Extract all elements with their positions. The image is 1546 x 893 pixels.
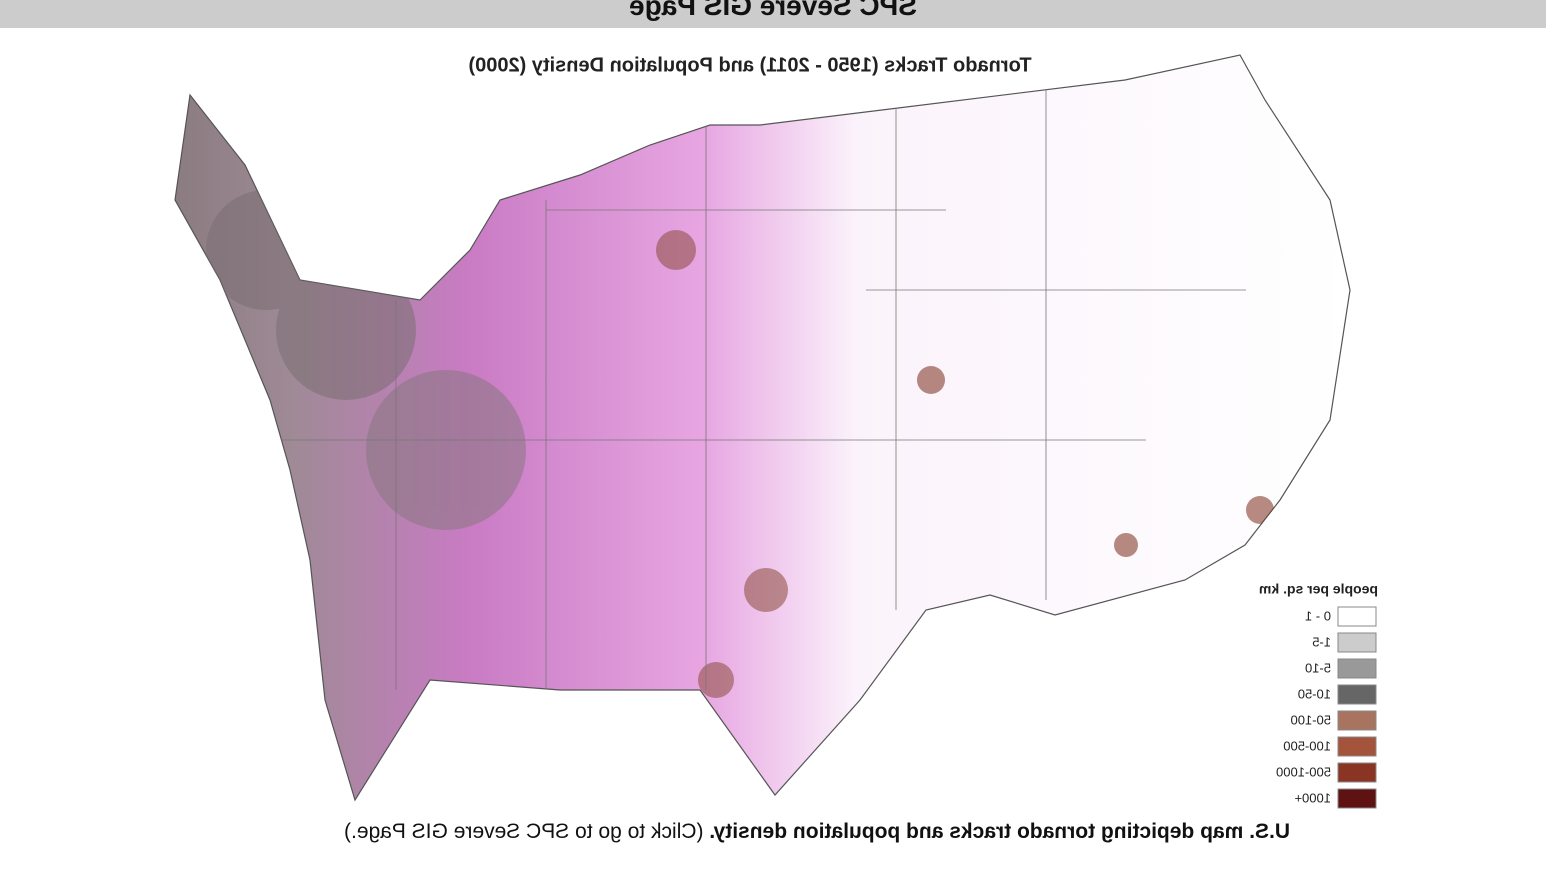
- legend-swatch: [1337, 632, 1377, 653]
- legend-label: 1-5: [1312, 634, 1331, 649]
- legend-title: people per sq. km: [1259, 581, 1378, 597]
- legend-swatch: [1337, 684, 1377, 705]
- caption-link[interactable]: (Click to go to SPC Severe GIS Page.): [344, 820, 704, 843]
- legend: 0 - 1 1-5 5-10 10-50 50-100 100-500 500-1000 10…: [1276, 606, 1377, 809]
- legend-label: 500-1000: [1276, 764, 1331, 779]
- legend-swatch: [1337, 788, 1377, 809]
- legend-label: 50-100: [1291, 712, 1331, 727]
- legend-label: 10-50: [1298, 686, 1331, 701]
- state-borders: [246, 70, 1246, 690]
- legend-swatch: [1337, 658, 1377, 679]
- map-title: Tornado Tracks (1950 - 2011) and Populat…: [468, 54, 1031, 76]
- caption: U.S. map depicting tornado tracks and po…: [344, 820, 1290, 844]
- legend-swatch: [1337, 710, 1377, 731]
- legend-label: 1000+: [1294, 790, 1331, 805]
- legend-label: 0 - 1: [1305, 608, 1331, 623]
- caption-bold: U.S. map depicting tornado tracks and po…: [709, 820, 1290, 843]
- legend-swatch: [1337, 736, 1377, 757]
- legend-label: 100-500: [1283, 738, 1331, 753]
- legend-swatch: [1337, 762, 1377, 783]
- legend-label: 5-10: [1305, 660, 1331, 675]
- legend-swatch: [1337, 606, 1377, 627]
- us-map: [174, 54, 1351, 802]
